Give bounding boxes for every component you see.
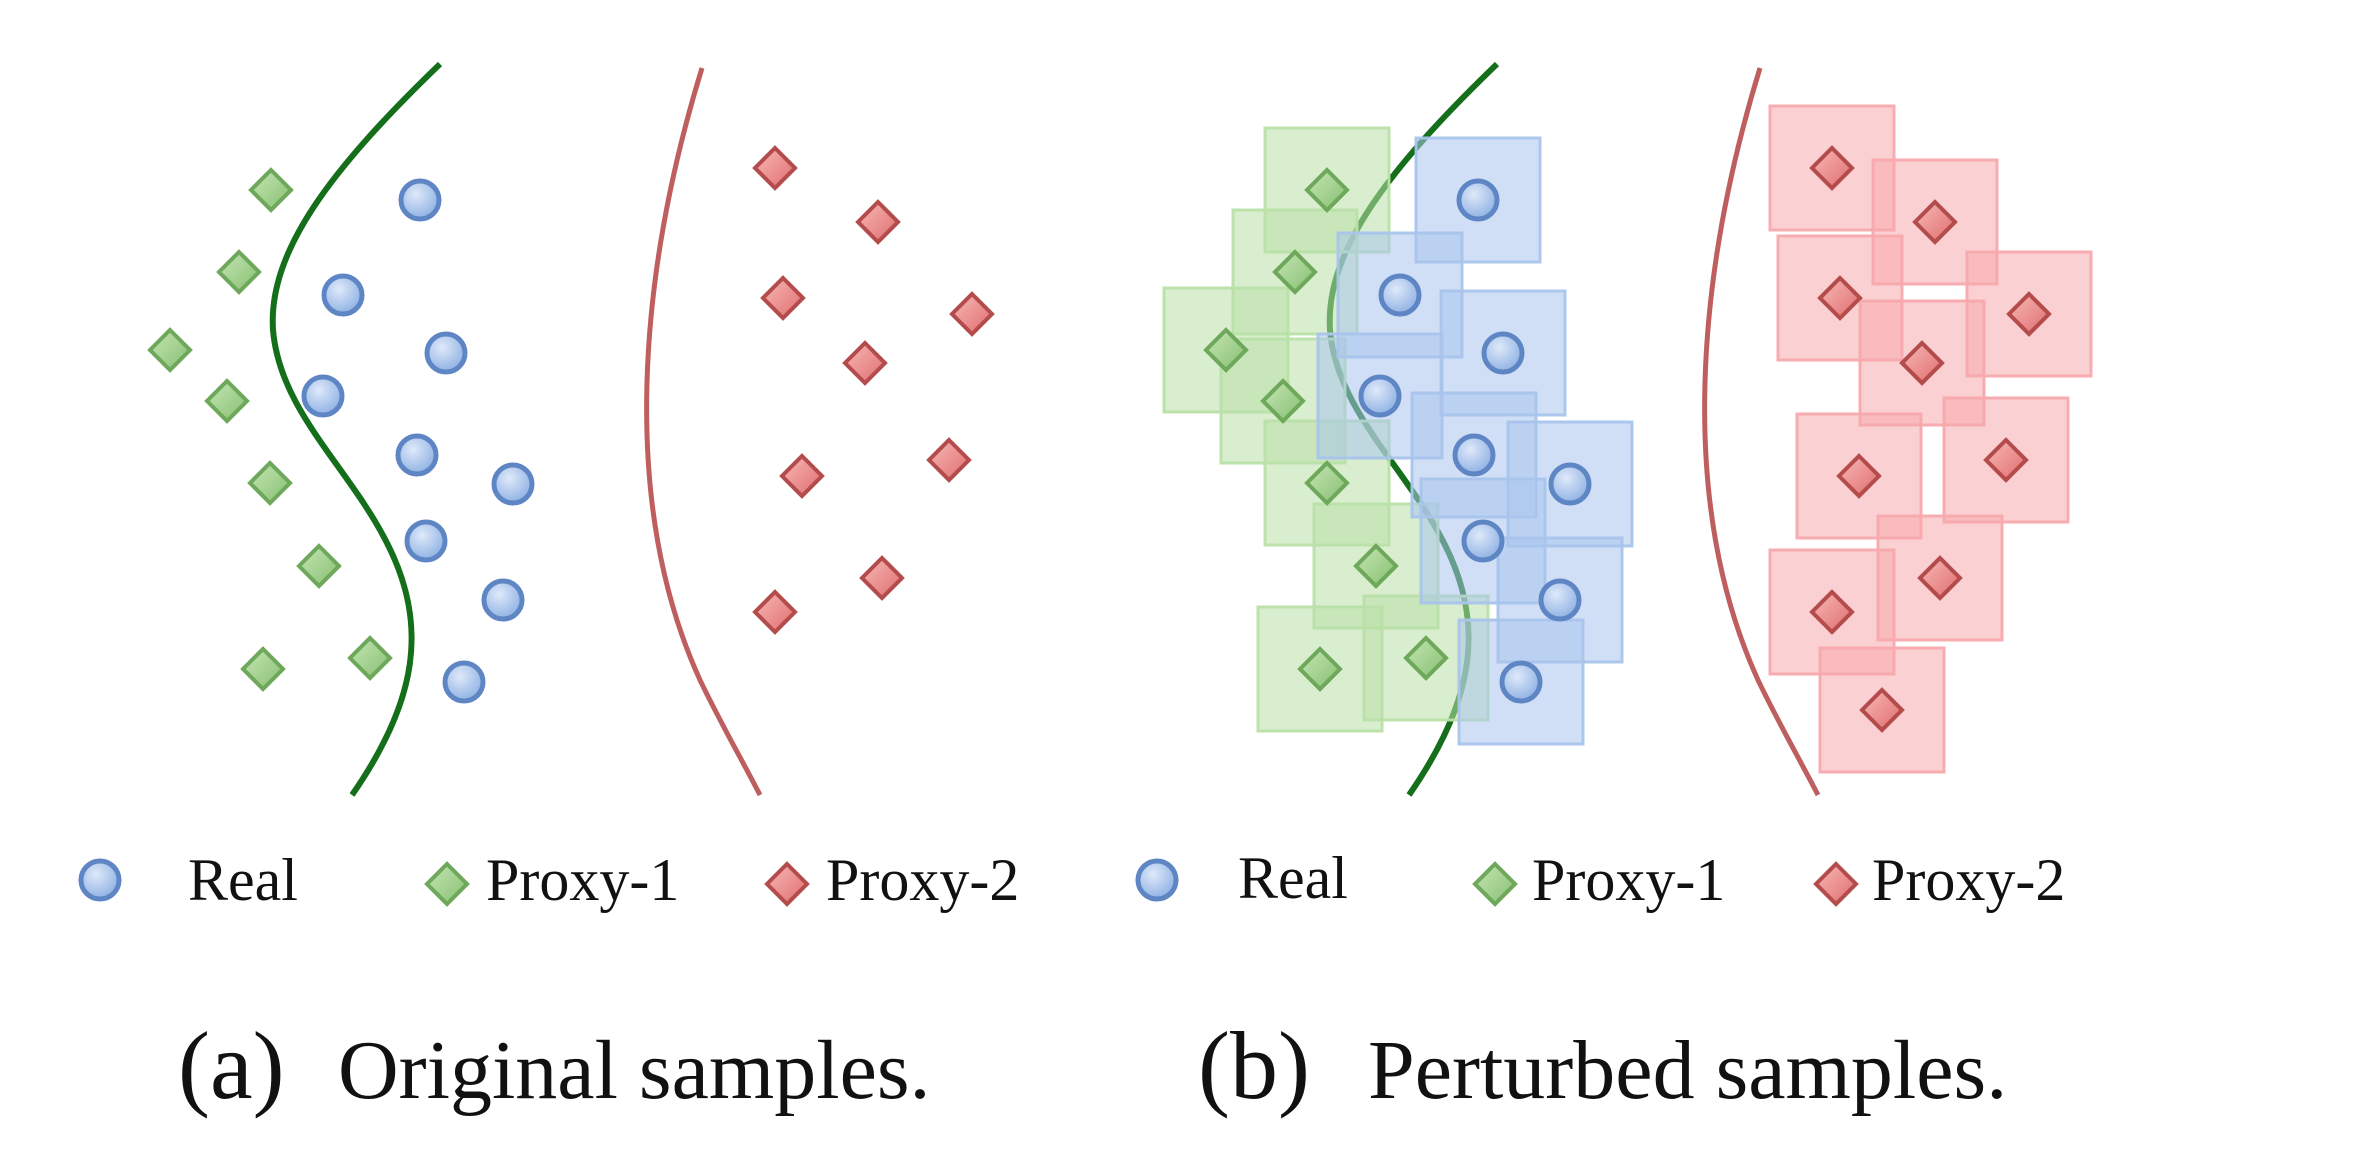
proxy1-sample <box>1203 327 1249 373</box>
proxy1-sample <box>1403 635 1449 681</box>
real-sample <box>1499 660 1543 704</box>
panel-a-boundaries <box>269 61 763 797</box>
legend-proxy1-diamond <box>1472 861 1518 907</box>
proxy2-sample <box>842 340 888 386</box>
real-sample <box>1538 578 1582 622</box>
legend-proxy1-label: Proxy-1 <box>1532 847 1725 913</box>
legend-real-marker <box>78 858 122 902</box>
proxy1-sample <box>1304 460 1350 506</box>
proxy1-sample <box>1304 167 1350 213</box>
proxy2-sample <box>1912 199 1958 245</box>
decision-boundary-green <box>269 61 443 797</box>
real-sample <box>1461 519 1505 563</box>
panel-a-legend: Real Proxy-1 Proxy-2 <box>78 847 1019 913</box>
real-sample <box>398 178 442 222</box>
proxy2-sample <box>1917 555 1963 601</box>
real-sample <box>491 462 535 506</box>
proxy1-sample <box>247 460 293 506</box>
caption-text-a: Original samples. <box>338 1024 931 1117</box>
proxy2-sample <box>2006 291 2052 337</box>
panel-a-caption: (a) Original samples. <box>178 1012 931 1119</box>
proxy2-sample <box>1899 340 1945 386</box>
proxy2-sample <box>1983 437 2029 483</box>
decision-boundary-red <box>1702 67 1821 797</box>
legend-proxy1-diamond <box>424 861 470 907</box>
legend-proxy2-label: Proxy-2 <box>1872 847 2065 913</box>
proxy1-sample <box>147 327 193 373</box>
proxy2-sample <box>779 453 825 499</box>
legend-proxy2-diamond <box>764 861 810 907</box>
panel-b-legend: Real Proxy-1 Proxy-2 <box>1135 845 2065 913</box>
real-sample <box>424 331 468 375</box>
proxy2-sample <box>949 291 995 337</box>
proxy2-sample <box>1809 589 1855 635</box>
proxy1-sample <box>1260 378 1306 424</box>
proxy2-sample <box>1809 145 1855 191</box>
proxy1-sample <box>204 378 250 424</box>
panel-a-points <box>147 145 995 704</box>
real-sample <box>1452 433 1496 477</box>
legend-real-marker <box>1135 858 1179 902</box>
proxy1-sample <box>1272 249 1318 295</box>
proxy2-sample <box>1836 453 1882 499</box>
caption-letter-b: (b) <box>1198 1012 1310 1119</box>
proxy2-sample <box>855 199 901 245</box>
real-sample <box>1481 331 1525 375</box>
legend-proxy1-label: Proxy-1 <box>486 847 679 913</box>
proxy2-sample <box>859 555 905 601</box>
caption-letter-a: (a) <box>178 1012 285 1119</box>
proxy2-sample <box>752 589 798 635</box>
real-sample <box>1358 374 1402 418</box>
proxy2-sample <box>926 437 972 483</box>
proxy1-sample <box>296 543 342 589</box>
real-sample <box>481 578 525 622</box>
proxy2-sample <box>760 275 806 321</box>
proxy1-sample <box>347 635 393 681</box>
legend-proxy1-marker <box>424 861 470 907</box>
decision-boundary-red <box>644 67 763 797</box>
legend-proxy1-marker <box>1472 861 1518 907</box>
proxy1-sample <box>240 646 286 692</box>
legend-real-label: Real <box>188 847 298 913</box>
panel-b-perturbed: Real Proxy-1 Proxy-2 (b) Perturbed sampl… <box>1135 61 2093 1119</box>
proxy1-sample <box>216 249 262 295</box>
legend-real-circle <box>78 858 122 902</box>
real-sample <box>1456 178 1500 222</box>
legend-proxy2-diamond <box>1813 861 1859 907</box>
proxy2-sample <box>1859 687 1905 733</box>
real-sample <box>442 660 486 704</box>
legend-real-circle <box>1135 858 1179 902</box>
real-sample <box>301 374 345 418</box>
real-sample <box>404 519 448 563</box>
panel-b-caption: (b) Perturbed samples. <box>1198 1012 2007 1119</box>
legend-proxy2-marker <box>1813 861 1859 907</box>
proxy1-sample <box>1297 646 1343 692</box>
legend-real-label: Real <box>1238 845 1348 911</box>
real-sample <box>321 273 365 317</box>
panel-b-points <box>1203 145 2052 733</box>
real-sample <box>395 433 439 477</box>
legend-proxy2-marker <box>764 861 810 907</box>
proxy2-sample <box>752 145 798 191</box>
real-sample <box>1548 462 1592 506</box>
proxy1-sample <box>248 167 294 213</box>
legend-proxy2-label: Proxy-2 <box>826 847 1019 913</box>
panel-a-original: Real Proxy-1 Proxy-2 (a) Original sample… <box>78 61 1019 1119</box>
proxy1-sample <box>1353 543 1399 589</box>
real-sample <box>1378 273 1422 317</box>
proxy2-sample <box>1817 275 1863 321</box>
caption-text-b: Perturbed samples. <box>1368 1024 2007 1117</box>
